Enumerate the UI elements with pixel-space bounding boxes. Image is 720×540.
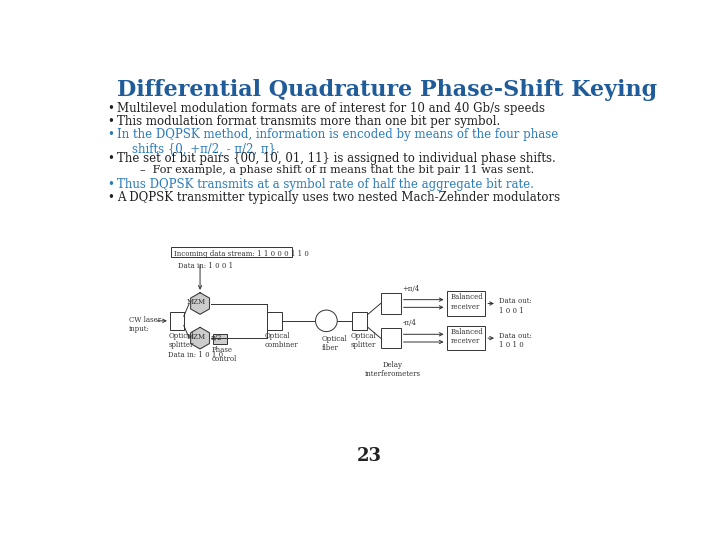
Text: •: • [107, 115, 114, 128]
Text: Optical
splitter: Optical splitter [351, 332, 376, 349]
Text: Optical
fiber: Optical fiber [322, 335, 347, 352]
Text: Optical
combiner: Optical combiner [264, 332, 298, 349]
Text: Balanced
receiver: Balanced receiver [451, 294, 483, 310]
Bar [352, 312, 367, 330]
Text: Delay
interferometers: Delay interferometers [364, 361, 420, 379]
Text: π/2: π/2 [210, 334, 222, 342]
Text: CW laser
input:: CW laser input: [129, 316, 161, 333]
Text: •: • [107, 178, 114, 191]
Text: Balanced
receiver: Balanced receiver [451, 328, 483, 346]
Bar [381, 328, 401, 348]
Polygon shape [191, 327, 210, 349]
Text: MZM: MZM [186, 333, 206, 341]
Polygon shape [191, 293, 210, 314]
Text: –  For example, a phase shift of π means that the bit pair 11 was sent.: – For example, a phase shift of π means … [140, 165, 534, 175]
Text: Data out:
1 0 0 1: Data out: 1 0 0 1 [499, 298, 532, 314]
Text: A DQPSK transmitter typically uses two nested Mach-Zehnder modulators: A DQPSK transmitter typically uses two n… [117, 191, 560, 204]
Text: Thus DQPSK transmits at a symbol rate of half the aggregate bit rate.: Thus DQPSK transmits at a symbol rate of… [117, 178, 534, 191]
Text: •: • [107, 191, 114, 204]
Bar [446, 326, 485, 350]
Circle shape [315, 310, 337, 332]
Text: Optical
splitter: Optical splitter [168, 332, 194, 349]
Text: Data out:
1 0 1 0: Data out: 1 0 1 0 [499, 332, 532, 349]
Bar [213, 334, 228, 343]
Bar [170, 312, 184, 330]
Text: Data in: 1 0 1 0: Data in: 1 0 1 0 [168, 351, 222, 359]
Bar [381, 293, 401, 314]
Text: Differential Quadrature Phase-Shift Keying: Differential Quadrature Phase-Shift Keyi… [117, 79, 657, 100]
Text: •: • [107, 102, 114, 115]
Bar [171, 247, 292, 257]
Text: The set of bit pairs {00, 10, 01, 11} is assigned to individual phase shifts.: The set of bit pairs {00, 10, 01, 11} is… [117, 152, 556, 165]
Text: Phase
control: Phase control [212, 346, 237, 363]
Text: •: • [107, 152, 114, 165]
Text: •: • [107, 128, 114, 141]
Text: -π/4: -π/4 [402, 319, 416, 327]
Text: Multilevel modulation formats are of interest for 10 and 40 Gb/s speeds: Multilevel modulation formats are of int… [117, 102, 545, 115]
Text: Data in: 1 0 0 1: Data in: 1 0 0 1 [178, 262, 233, 270]
Bar [266, 312, 282, 330]
Text: In the DQPSK method, information is encoded by means of the four phase
    shift: In the DQPSK method, information is enco… [117, 128, 559, 156]
Text: Incoming data stream: 1 1 0 0 0 1 1 0: Incoming data stream: 1 1 0 0 0 1 1 0 [174, 250, 309, 258]
Text: This modulation format transmits more than one bit per symbol.: This modulation format transmits more th… [117, 115, 500, 128]
Text: +π/4: +π/4 [402, 285, 420, 293]
Text: 23: 23 [356, 447, 382, 465]
Text: MZM: MZM [186, 298, 206, 306]
Bar [446, 291, 485, 316]
